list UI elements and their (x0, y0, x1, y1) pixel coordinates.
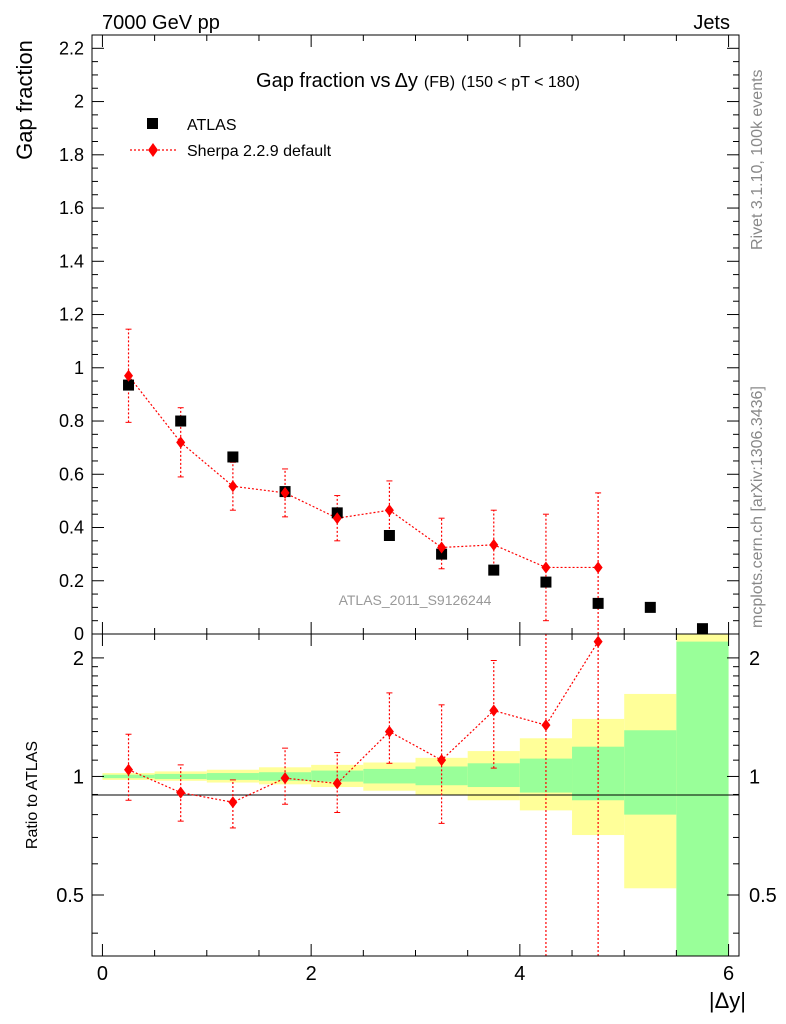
header-left: 7000 GeV pp (102, 12, 220, 34)
atlas-point (383, 529, 395, 541)
ratio-sherpa-point (541, 719, 551, 732)
ratio-sherpa-point (228, 796, 238, 809)
main-ytick-label: 0 (74, 624, 84, 644)
atlas-point (488, 564, 500, 576)
sherpa-point (593, 561, 603, 574)
ratio-xlabel: |Δy| (709, 988, 746, 1013)
rivet-label: Rivet 3.1.10, 100k events (749, 69, 766, 250)
band-inner (206, 773, 259, 780)
band-inner (363, 768, 416, 784)
ratio-ytick-label: 2 (73, 648, 84, 670)
sherpa-line (128, 375, 599, 569)
ratio-sherpa-point (124, 763, 134, 776)
sherpa-point (280, 486, 290, 499)
atlas-point (696, 623, 708, 635)
sherpa-point (228, 480, 238, 493)
sherpa-point (489, 538, 499, 551)
ratio-sherpa-point (332, 777, 342, 790)
legend: ATLAS Sherpa 2.2.9 default (130, 117, 332, 160)
atlas-point (436, 548, 448, 560)
sherpa-point (541, 561, 551, 574)
atlas-point (540, 576, 552, 588)
main-ytick-label: 2 (74, 92, 84, 112)
ratio-sherpa-point (280, 772, 290, 785)
main-ytick-label: 2.2 (59, 38, 84, 58)
band-inner (415, 766, 468, 786)
ratio-xtick-label: 2 (306, 963, 317, 985)
header-right: Jets (693, 12, 730, 34)
mcplots-label: mcplots.cern.ch [arXiv:1306.3436] (749, 386, 766, 628)
sherpa-point (332, 512, 342, 525)
legend-atlas-label: ATLAS (187, 117, 237, 134)
ratio-marks (124, 633, 603, 956)
legend-sherpa-label: Sherpa 2.2.9 default (187, 143, 332, 160)
atlas-point (644, 601, 656, 613)
ratio-ytick-label-right: 0.5 (749, 885, 777, 907)
ratio-sherpa-point (437, 754, 447, 767)
main-ytick-label: 0.6 (59, 464, 84, 484)
ratio-xtick-label: 6 (723, 963, 734, 985)
ratio-ylabel: Ratio to ATLAS (24, 741, 41, 849)
legend-sherpa-marker (148, 143, 158, 157)
atlas-point (592, 597, 604, 609)
band-inner (624, 730, 677, 815)
sherpa-point (124, 369, 134, 382)
ratio-sherpa-point (489, 704, 499, 717)
sherpa-point (437, 541, 447, 554)
ratio-panel: 0.5 0.5 1 1 2 2 0 2 4 6 Ratio to ATLAS |Δy| (24, 633, 777, 1013)
main-panel: Gap fraction vs Δy (FB) (150 < pT < 180) Ga… (12, 34, 740, 644)
ratio-sherpa-point (176, 786, 186, 799)
main-ytick-label: 0.8 (59, 411, 84, 431)
legend-atlas-marker (147, 118, 158, 129)
main-marks (123, 328, 708, 635)
main-ytick-label: 1.4 (59, 251, 84, 271)
ratio-ticks: 0.5 0.5 1 1 2 2 0 2 4 6 (56, 634, 777, 985)
main-title: Gap fraction vs Δy (FB) (150 < pT < 180) (256, 70, 580, 92)
ratio-frame (91, 633, 740, 957)
ratio-sherpa-point (593, 635, 603, 648)
ratio-sherpa-line (128, 641, 599, 803)
main-ticks: 0 0.2 0.4 0.6 0.8 1 1.2 1.4 1.6 1.8 2 2.2 (59, 35, 739, 644)
ratio-ytick-label-right: 1 (749, 766, 760, 788)
main-ytick-label: 1.8 (59, 145, 84, 165)
ratio-ytick-label-right: 2 (749, 648, 760, 670)
ratio-ytick-label: 0.5 (56, 885, 84, 907)
main-ytick-label: 0.4 (59, 518, 84, 538)
band-inner (467, 763, 520, 788)
atlas-point (123, 379, 135, 391)
sherpa-point (384, 504, 394, 517)
watermark: ATLAS_2011_S9126244 (339, 592, 492, 608)
ratio-xtick-label: 0 (97, 963, 108, 985)
atlas-point (227, 451, 239, 463)
main-ytick-label: 1 (74, 358, 84, 378)
main-ylabel: Gap fraction (12, 40, 37, 160)
main-ytick-label: 1.2 (59, 305, 84, 325)
ratio-ytick-label: 1 (73, 766, 84, 788)
band-inner (102, 774, 155, 779)
sherpa-point (176, 436, 186, 449)
ratio-xtick-label: 4 (514, 963, 525, 985)
atlas-point (175, 415, 187, 427)
main-ytick-label: 1.6 (59, 198, 84, 218)
ratio-sherpa-point (384, 725, 394, 738)
main-ytick-label: 0.2 (59, 571, 84, 591)
band-inner (676, 641, 729, 956)
